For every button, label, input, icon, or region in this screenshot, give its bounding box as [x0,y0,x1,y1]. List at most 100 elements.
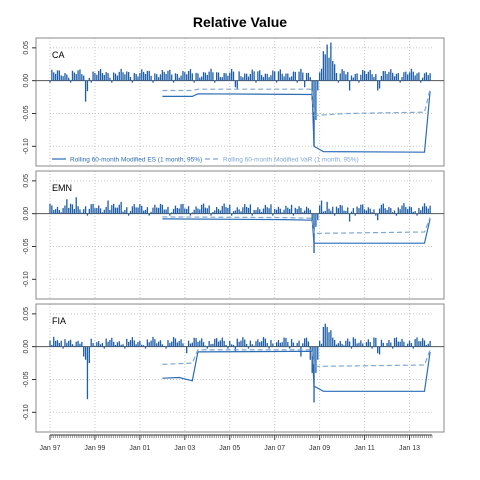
return-bar [152,208,153,214]
return-bar [362,204,363,213]
return-bar [330,211,331,214]
return-bar [201,77,202,81]
return-bar [428,209,429,214]
return-bar [377,214,378,221]
return-bar [182,71,183,81]
return-bar [255,81,256,83]
y-tick-label: -0.10 [23,138,30,154]
return-bar [319,72,320,80]
return-bar [280,343,281,347]
return-bar [328,332,329,346]
return-bar [317,347,318,360]
return-bar [282,74,283,81]
return-bar [413,212,414,214]
return-bar [74,346,75,347]
return-bar [223,341,224,347]
return-bar [268,347,269,349]
return-bar [411,343,412,347]
return-bar [371,74,372,81]
return-bar [366,74,367,81]
return-bar [145,74,146,81]
return-bar [210,344,211,347]
return-bar [267,343,268,347]
return-bar [139,341,140,347]
return-bar [274,209,275,214]
return-bar [386,74,387,81]
return-bar [328,209,329,214]
return-bar [255,341,256,346]
return-bar [184,72,185,80]
return-bar [422,206,423,213]
return-bar [308,342,309,347]
return-bar [85,206,86,213]
return-bar [381,205,382,214]
return-bar [190,214,191,216]
return-bar [62,208,63,214]
return-bar [199,78,200,81]
return-bar [416,73,417,80]
return-bar [199,209,200,213]
return-bar [167,340,168,347]
return-bar [49,204,50,214]
return-bar [283,76,284,80]
return-bar [83,347,84,357]
return-bar [205,346,206,347]
return-bar [180,76,181,81]
return-bar [167,71,168,81]
return-bar [100,69,101,81]
return-bar [291,205,292,214]
return-bar [150,341,151,347]
return-bar [390,69,391,81]
return-bar [394,338,395,347]
return-bar [250,204,251,213]
return-bar [283,338,284,347]
return-bar [169,343,170,347]
return-bar [308,208,309,213]
return-bar [356,207,357,214]
return-bar [119,341,120,346]
x-tick-label: Jan 01 [129,445,150,452]
y-tick-label: -0.05 [23,238,30,254]
return-bar [83,209,84,214]
return-bar [231,344,232,346]
return-bar [377,347,378,354]
return-bar [147,71,148,81]
return-bar [51,70,52,81]
es-series-line [162,219,430,243]
return-bar [209,205,210,213]
return-bar [134,340,135,346]
return-bar [145,347,146,349]
return-bar [246,207,247,214]
return-bar [139,73,140,81]
return-bar [274,71,275,80]
return-bar [233,72,234,81]
return-bar [188,341,189,347]
return-bar [98,205,99,213]
return-bar [218,72,219,80]
return-bar [237,81,238,89]
return-bar [220,77,221,81]
return-bar [164,346,165,347]
return-bar [147,207,148,213]
return-bar [244,74,245,81]
return-bar [205,208,206,214]
return-bar [272,344,273,347]
return-bar [53,210,54,214]
return-bar [416,337,417,346]
return-bar [373,337,374,346]
return-bar [194,338,195,347]
return-bar [92,72,93,81]
return-bar [347,339,348,347]
return-bar [169,214,170,216]
return-bar [287,342,288,347]
return-bar [418,208,419,214]
return-bar [263,337,264,347]
return-bar [364,209,365,213]
return-bar [162,70,163,81]
return-bar [130,211,131,214]
return-bar [184,346,185,347]
return-bar [360,340,361,346]
return-bar [68,78,69,81]
return-bar [289,209,290,214]
return-bar [306,338,307,347]
